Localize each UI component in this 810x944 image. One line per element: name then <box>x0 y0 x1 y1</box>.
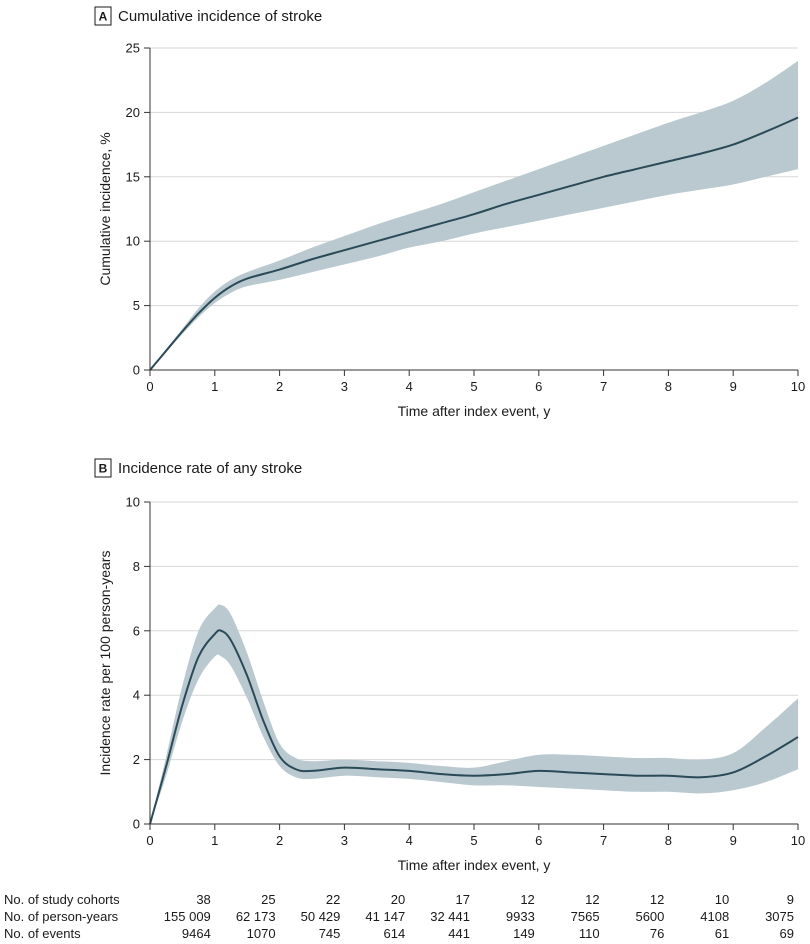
x-tick-label: 7 <box>600 833 607 848</box>
risk-value: 1070 <box>247 926 276 941</box>
risk-value: 614 <box>383 926 405 941</box>
y-tick-label: 6 <box>133 623 140 638</box>
y-tick-label: 0 <box>133 363 140 378</box>
x-tick-label: 9 <box>730 379 737 394</box>
y-axis-title: Incidence rate per 100 person-years <box>97 551 113 776</box>
confidence-band <box>150 60 798 370</box>
panel-letter: A <box>99 10 108 24</box>
risk-value: 20 <box>391 892 405 907</box>
risk-value: 9 <box>787 892 794 907</box>
x-axis-title: Time after index event, y <box>398 403 551 419</box>
risk-value: 32 441 <box>430 909 470 924</box>
x-tick-label: 6 <box>535 833 542 848</box>
x-tick-label: 0 <box>146 379 153 394</box>
y-tick-label: 8 <box>133 559 140 574</box>
risk-value: 38 <box>196 892 210 907</box>
risk-value: 745 <box>319 926 341 941</box>
risk-row-label: No. of study cohorts <box>4 892 120 907</box>
y-tick-label: 0 <box>133 817 140 832</box>
x-tick-label: 1 <box>211 833 218 848</box>
panel-letter: B <box>99 462 108 476</box>
x-tick-label: 1 <box>211 379 218 394</box>
series-line <box>149 629 799 825</box>
risk-value: 3075 <box>765 909 794 924</box>
y-axis-title: Cumulative incidence, % <box>97 132 113 285</box>
risk-value: 76 <box>650 926 664 941</box>
confidence-band <box>150 604 798 824</box>
risk-value: 9464 <box>182 926 211 941</box>
y-tick-label: 5 <box>133 298 140 313</box>
y-tick-label: 15 <box>126 169 140 184</box>
x-tick-label: 4 <box>406 379 413 394</box>
x-tick-label: 4 <box>406 833 413 848</box>
risk-value: 4108 <box>700 909 729 924</box>
x-tick-label: 8 <box>665 833 672 848</box>
chart-title: Incidence rate of any stroke <box>118 460 302 477</box>
risk-table: No. of study cohorts 38 25 22 20 17 12 12 12 10 9 N… <box>4 892 794 941</box>
risk-value: 50 429 <box>301 909 341 924</box>
x-tick-label: 7 <box>600 379 607 394</box>
x-tick-label: 3 <box>341 833 348 848</box>
x-tick-label: 10 <box>791 379 805 394</box>
y-tick-label: 10 <box>126 234 140 249</box>
panel-letter-box <box>94 458 112 478</box>
x-axis-title: Time after index event, y <box>398 857 551 873</box>
x-tick-label: 3 <box>341 379 348 394</box>
x-tick-label: 10 <box>791 833 805 848</box>
panel-b: B Incidence rate of any stroke 0 2 4 6 8 10 0 1 2 3… <box>94 458 805 873</box>
x-tick-label: 0 <box>146 833 153 848</box>
panel-a: A Cumulative incidence of stroke051015202… <box>94 6 805 419</box>
risk-value: 12 <box>520 892 534 907</box>
y-tick-label: 2 <box>133 752 140 767</box>
risk-row-label: No. of person-years <box>4 909 119 924</box>
risk-value: 441 <box>448 926 470 941</box>
x-tick-label: 2 <box>276 833 283 848</box>
x-tick-label: 2 <box>276 379 283 394</box>
y-tick-label: 4 <box>133 688 140 703</box>
chart-title: Cumulative incidence of stroke <box>118 8 322 25</box>
y-tick-label: 10 <box>126 495 140 510</box>
risk-row-label: No. of events <box>4 926 81 941</box>
risk-value: 25 <box>261 892 275 907</box>
risk-value: 10 <box>715 892 729 907</box>
y-tick-label: 20 <box>126 105 140 120</box>
risk-value: 155 009 <box>164 909 211 924</box>
risk-value: 61 <box>715 926 729 941</box>
y-tick-label: 25 <box>126 41 140 56</box>
risk-value: 12 <box>585 892 599 907</box>
x-tick-label: 5 <box>470 833 477 848</box>
risk-value: 110 <box>579 926 600 941</box>
risk-value: 62 173 <box>236 909 276 924</box>
risk-value: 9933 <box>506 909 535 924</box>
x-tick-label: 9 <box>730 833 737 848</box>
x-tick-label: 6 <box>535 379 542 394</box>
risk-value: 17 <box>456 892 470 907</box>
risk-value: 22 <box>326 892 340 907</box>
x-tick-label: 5 <box>470 379 477 394</box>
panel-letter-box <box>94 6 112 26</box>
risk-value: 149 <box>513 926 535 941</box>
risk-value: 5600 <box>635 909 664 924</box>
risk-value: 12 <box>650 892 664 907</box>
risk-value: 69 <box>780 926 794 941</box>
x-tick-label: 8 <box>665 379 672 394</box>
risk-value: 41 147 <box>365 909 405 924</box>
series-line <box>149 116 799 371</box>
risk-value: 7565 <box>571 909 600 924</box>
